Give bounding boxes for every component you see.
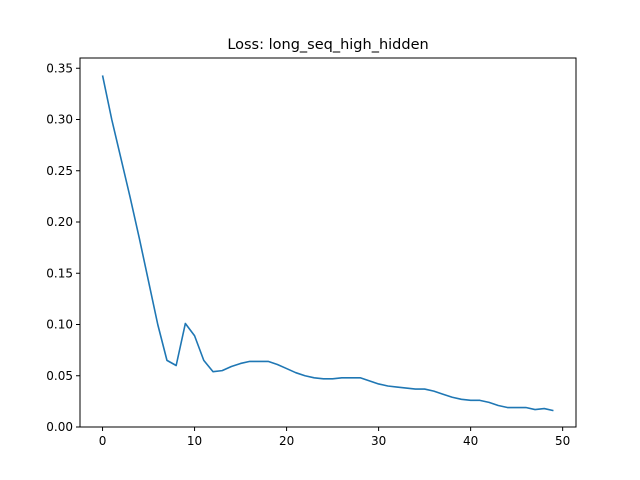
x-tick-label: 30	[371, 434, 386, 448]
y-tick-label: 0.00	[46, 420, 73, 434]
y-tick-label: 0.25	[46, 164, 73, 178]
x-tick-label: 0	[99, 434, 107, 448]
series-line	[101, 75, 554, 412]
y-tick-label: 0.15	[46, 266, 73, 280]
series-group	[101, 75, 554, 412]
y-tick-label: 0.10	[46, 318, 73, 332]
x-tick-label: 40	[463, 434, 478, 448]
x-tick-label: 20	[279, 434, 294, 448]
x-tick-label: 50	[555, 434, 570, 448]
axes	[79, 57, 577, 428]
chart-title: Loss: long_seq_high_hidden	[227, 37, 428, 53]
ticks: 0 10 20 30 40 50 0.00 0.05 0.10 0.15 0.20 0.25 0.30 0…	[46, 61, 570, 448]
y-tick-label: 0.35	[46, 61, 73, 75]
plot-frame	[79, 57, 577, 428]
y-tick-label: 0.05	[46, 369, 73, 383]
y-tick-label: 0.20	[46, 215, 73, 229]
x-tick-label: 10	[187, 434, 202, 448]
y-tick-label: 0.30	[46, 113, 73, 127]
